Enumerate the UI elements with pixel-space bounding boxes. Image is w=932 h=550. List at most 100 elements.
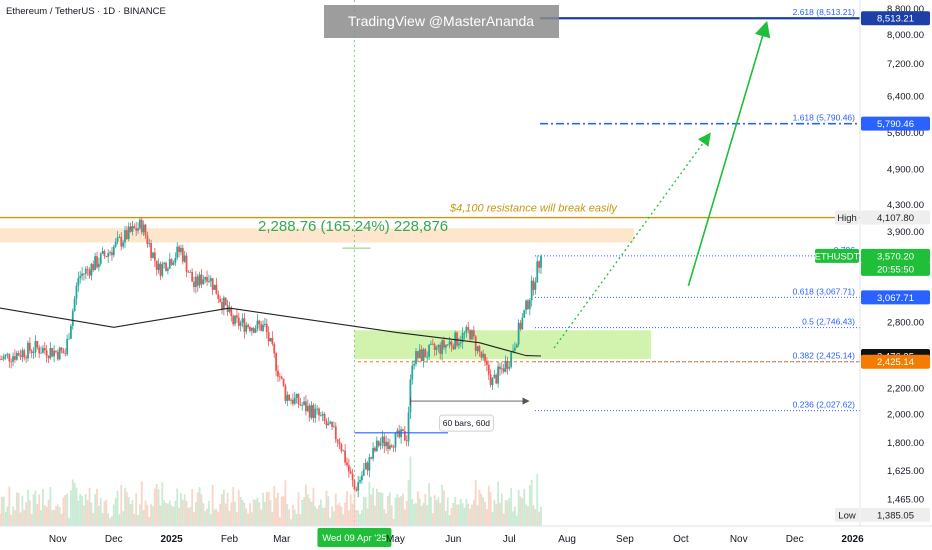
volume-bar <box>200 494 203 526</box>
candle-body <box>230 307 233 317</box>
volume-bar <box>51 510 54 526</box>
volume-bar <box>19 512 22 526</box>
volume-bar <box>159 505 162 526</box>
volume-bar <box>301 499 304 526</box>
candle-body <box>122 242 125 247</box>
price-tags: 8,513.21 5,790.46 High 4,107.80 ETHUSDT 3,570… <box>815 11 930 522</box>
candle-body <box>465 327 468 333</box>
candle-body <box>43 347 46 351</box>
volume-bar <box>353 487 356 526</box>
price-axis[interactable]: 8,800.00 8,000.00 7,200.00 6,400.00 5,600.00… <box>815 0 932 526</box>
volume-bar <box>321 507 324 526</box>
volume-bar <box>499 502 501 526</box>
candle-body <box>487 364 490 375</box>
volume-bar <box>236 512 238 526</box>
candle-body <box>439 344 442 355</box>
candle-body <box>346 462 348 466</box>
candle-body <box>221 301 223 310</box>
volume-bar <box>194 502 197 526</box>
candle-body <box>187 271 190 273</box>
volume-bar <box>198 487 201 526</box>
volume-bar <box>267 491 270 526</box>
volume-bar <box>407 480 410 526</box>
candle-body <box>362 469 365 476</box>
candle-body <box>217 294 220 299</box>
volume-bar <box>150 504 153 526</box>
volume-bar <box>122 511 125 526</box>
volume-bar <box>512 511 514 526</box>
volume-bar <box>379 492 382 526</box>
candle-body <box>284 385 287 401</box>
volume-bar <box>43 505 46 526</box>
volume-bar <box>308 498 311 526</box>
volume-bar <box>127 497 130 526</box>
candle-body <box>83 273 85 275</box>
candle-body <box>112 246 115 256</box>
candle-body <box>157 263 160 270</box>
candle-body <box>500 368 503 370</box>
candle-body <box>174 257 177 263</box>
candle-body <box>280 376 283 379</box>
candle-body <box>264 323 266 325</box>
volume-bar <box>209 514 212 526</box>
candle-body <box>359 480 361 483</box>
candle-body <box>467 327 470 331</box>
volume-bar <box>454 497 457 526</box>
candle-body <box>387 441 389 449</box>
candle-body <box>249 327 251 331</box>
candle-body <box>506 360 509 369</box>
candle-body <box>60 347 63 351</box>
volume-bar <box>271 511 274 526</box>
volume-bar <box>411 498 414 526</box>
volume-bar <box>84 494 87 526</box>
x-tick: Nov <box>730 534 748 545</box>
candle-body <box>267 332 270 342</box>
candle-body <box>191 271 194 282</box>
volume-bar <box>372 487 375 526</box>
candle-body <box>6 353 9 355</box>
candle-body <box>262 324 264 331</box>
candle-body <box>97 263 100 268</box>
candle-body <box>497 366 499 384</box>
volume-bar <box>250 512 253 526</box>
volume-bar <box>204 511 207 526</box>
candle-body <box>38 347 41 354</box>
volume-bar <box>256 497 259 526</box>
candle-body <box>178 246 180 253</box>
time-axis[interactable]: Nov Dec 2025 Feb Mar Wed 09 Apr '25 May Jun Jul A… <box>0 525 932 550</box>
fib-label-0.382: 0.382 (2,425.14) <box>793 351 856 361</box>
volume-bar <box>534 509 537 526</box>
volume-bar <box>459 498 462 526</box>
price-tag: ETHUSDT <box>815 251 860 262</box>
volume-bar <box>316 508 319 526</box>
candle-body <box>75 285 78 299</box>
candle-body <box>310 405 313 418</box>
candle-body <box>0 359 3 360</box>
candle-body <box>12 356 14 362</box>
volume-bar <box>217 511 220 526</box>
volume-bar <box>275 497 277 526</box>
candle-body <box>144 224 147 236</box>
candle-body <box>42 347 44 353</box>
candle-body <box>21 350 24 357</box>
candle-body <box>237 317 240 326</box>
volume-bar <box>355 509 358 526</box>
volume-bar <box>387 495 389 526</box>
volume-bar <box>15 492 18 526</box>
volume-bar <box>170 505 173 526</box>
volume-bar <box>79 493 82 526</box>
candle-body <box>155 260 158 270</box>
volume-bar <box>265 492 268 526</box>
candle-body <box>446 344 449 346</box>
candle-body <box>306 405 309 412</box>
candle-body <box>366 462 369 471</box>
candle-body <box>409 379 412 413</box>
price-tag: 4,107.80 <box>877 213 914 224</box>
candle-body <box>450 341 453 346</box>
volume-bar <box>81 495 83 526</box>
candle-body <box>474 336 477 351</box>
x-tick-labels: Nov Dec 2025 Feb Mar Wed 09 Apr '25 May Jun Jul A… <box>49 528 864 547</box>
resistance-zone <box>0 228 635 243</box>
volume-bar <box>305 484 307 526</box>
candle-body <box>131 226 134 232</box>
